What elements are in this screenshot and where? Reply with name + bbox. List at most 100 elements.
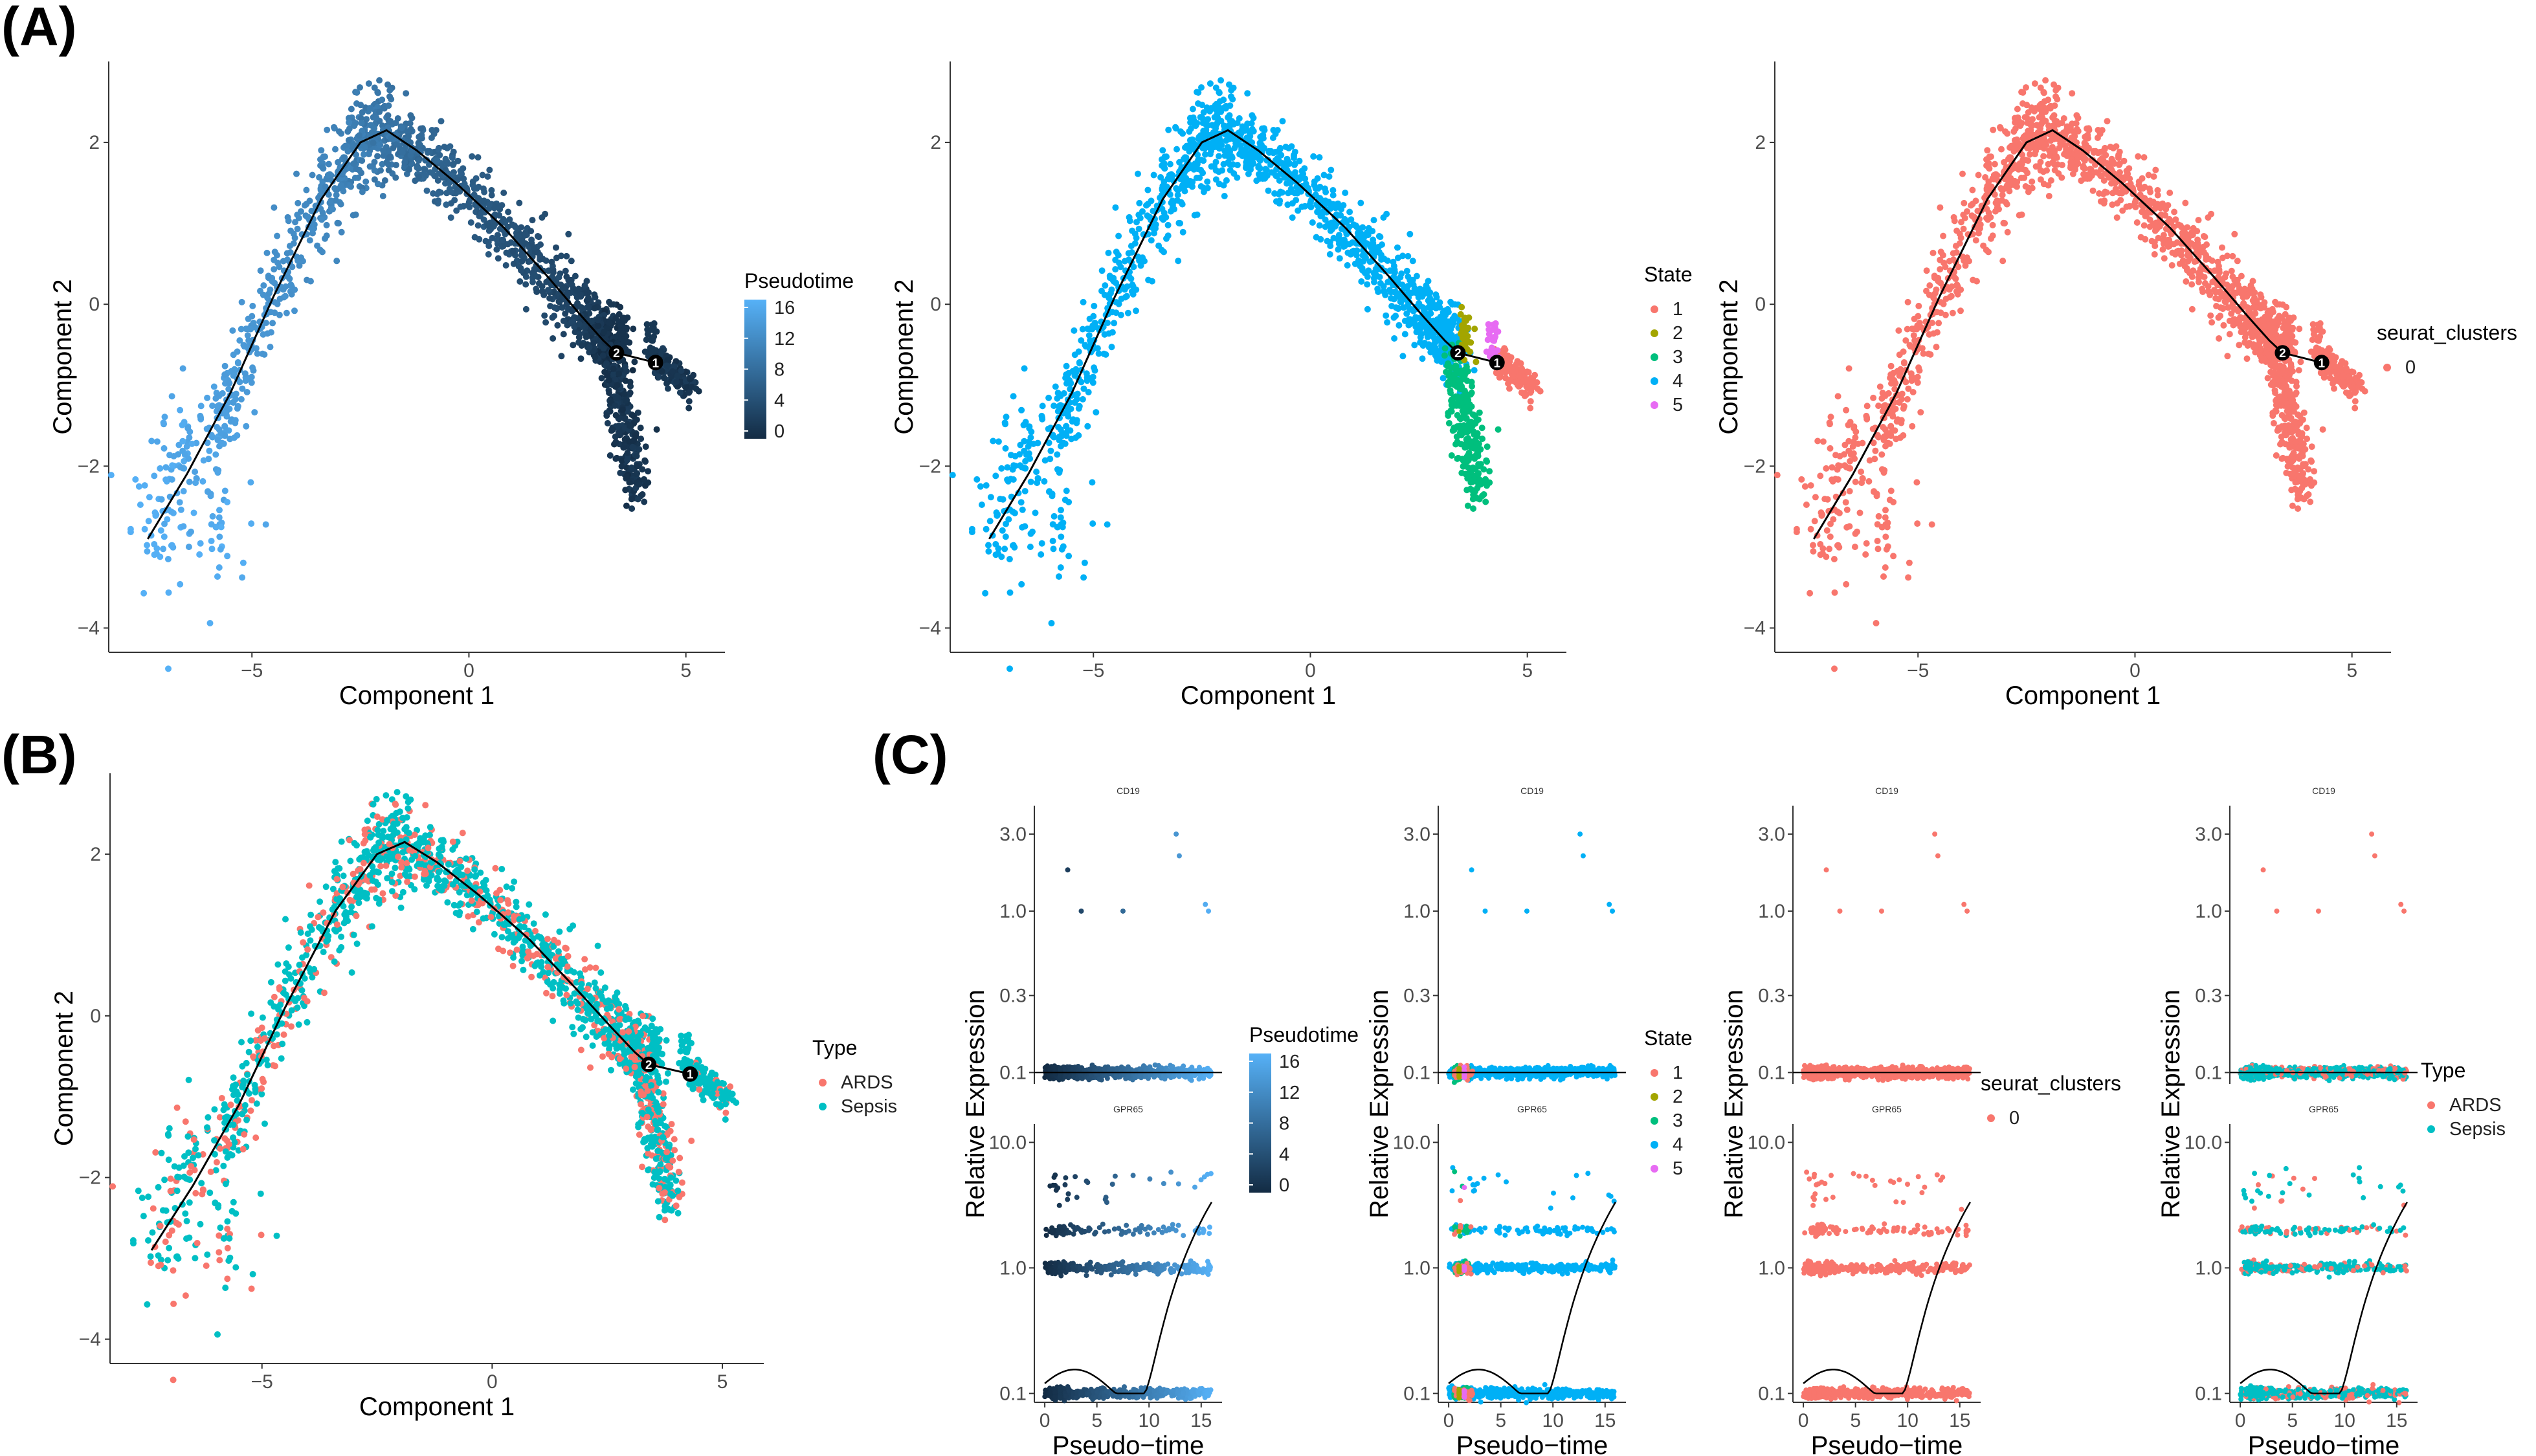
data-point [1463,363,1470,370]
data-point [1834,476,1841,483]
data-point [998,465,1005,472]
data-point [1079,325,1086,333]
data-point [303,186,310,193]
data-point [1124,283,1131,290]
data-point [1197,132,1204,139]
data-point [1270,127,1277,133]
x-tick-label: −5 [241,660,263,681]
data-point [374,153,381,160]
data-point [1227,102,1234,109]
x-tick-label: 5 [2346,660,2357,681]
data-point [1401,284,1408,291]
data-point [1291,160,1298,168]
data-point [1527,404,1534,412]
data-point [267,344,274,351]
data-point [1058,546,1065,553]
data-point [1065,553,1073,560]
data-point [438,118,445,125]
data-point [181,451,188,458]
data-point [1166,160,1173,168]
data-point [168,393,175,400]
data-point [1265,187,1272,194]
data-point [1101,331,1108,338]
data-point [460,175,467,182]
data-point [322,235,328,242]
data-point [368,129,375,136]
data-point [1290,154,1297,161]
data-point [204,439,211,447]
data-point [248,379,255,386]
data-point [1831,665,1838,672]
data-point [2004,228,2011,236]
data-point [550,335,557,342]
data-point [555,274,562,281]
data-point [486,166,493,173]
data-point [1447,319,1454,326]
data-point [1001,546,1008,553]
data-point [685,404,693,412]
data-point [1065,498,1073,505]
data-point [1360,258,1367,265]
data-point [1364,305,1371,313]
data-point [1506,357,1513,364]
data-point [271,256,278,263]
data-point [263,249,271,256]
y-tick-label: 0 [89,294,100,315]
data-point [1027,434,1034,441]
data-point [1495,328,1502,335]
data-point [1960,225,1967,232]
data-point [1054,395,1061,402]
data-point [623,473,630,480]
data-point [1355,232,1362,239]
data-point [693,385,700,392]
data-point [212,451,219,458]
data-point [224,498,231,505]
data-point [328,197,335,204]
data-point [446,186,453,192]
data-point [276,295,284,302]
data-point [1950,250,1957,257]
data-point [2109,201,2116,208]
data-point [1457,370,1464,377]
data-point [390,144,397,151]
data-point [1436,322,1443,329]
data-point [379,96,386,104]
data-point [1071,351,1078,358]
data-point [319,164,326,171]
data-point [1029,528,1036,535]
data-point [1079,396,1086,403]
data-point [435,197,442,204]
data-point [1462,390,1469,397]
data-point [1432,291,1440,298]
data-point [234,405,241,412]
data-point [634,496,641,503]
data-point [1247,133,1254,140]
data-point [2228,267,2235,274]
data-point [2205,288,2212,295]
data-point [1451,365,1458,372]
data-point [653,426,660,433]
data-point [1811,518,1818,525]
data-point [1227,153,1234,160]
data-point [978,502,985,508]
data-point [249,364,256,371]
data-point [307,278,314,285]
data-point [1047,447,1054,454]
data-point [179,437,186,445]
data-point [642,443,649,450]
data-point [2112,186,2119,192]
data-point [1461,330,1468,336]
data-point [176,499,183,506]
data-point [619,406,626,414]
data-point [1423,282,1430,289]
data-point [990,437,997,445]
data-point [183,443,190,450]
data-point [1113,248,1120,256]
data-point [1039,403,1046,410]
data-point [340,188,347,195]
panel-label-a: (A) [1,0,77,57]
data-point [1392,304,1399,311]
data-point [2051,81,2057,88]
data-point [447,214,454,221]
data-point [346,119,353,126]
